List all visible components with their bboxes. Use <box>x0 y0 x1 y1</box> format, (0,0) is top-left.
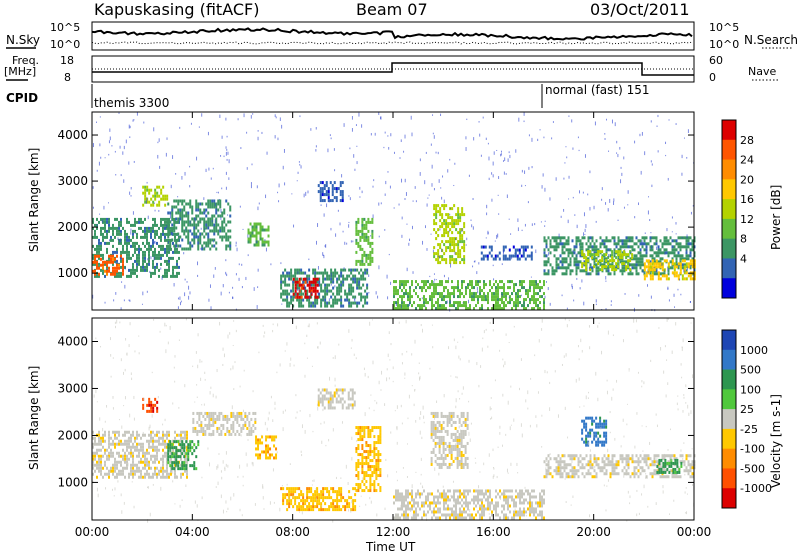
colorbar-tick-label: 1000 <box>740 344 768 357</box>
power-panel-region <box>355 217 374 266</box>
colorbar-swatch <box>722 409 736 430</box>
colorbar-tick-label: 12 <box>740 213 754 226</box>
colorbar-tick-label: -1000 <box>740 482 772 495</box>
power-panel-region <box>433 204 466 265</box>
colorbar-swatch <box>722 428 736 450</box>
colorbar-swatch <box>722 369 736 390</box>
power-panel-region <box>581 250 634 272</box>
nsearch-trace <box>91 41 693 45</box>
colorbar-tick-label: 25 <box>740 403 754 416</box>
freq-unit-label: [MHz] <box>4 65 37 78</box>
colorbar-swatch <box>722 139 736 161</box>
beam-label: Beam 07 <box>356 0 428 19</box>
colorbar-tick-label: 500 <box>740 364 761 377</box>
xtick-label: 20:00 <box>576 525 611 539</box>
colorbar-swatch <box>722 488 736 509</box>
colorbar-tick-label: 8 <box>740 233 747 246</box>
nave-tick-high: 60 <box>709 54 723 67</box>
xaxis-label: Time UT <box>366 540 416 554</box>
ytick-label: 1000 <box>57 475 88 489</box>
ytick-label: 2000 <box>57 220 88 234</box>
colorbar-swatch <box>722 179 736 200</box>
freq-tick-high: 18 <box>60 54 74 67</box>
noise-tick-high: 10^5 <box>50 21 81 34</box>
xtick-label: 04:00 <box>175 525 210 539</box>
ytick-label: 1000 <box>57 266 88 280</box>
xtick-label: 00:00 <box>75 525 110 539</box>
ytick-label: 4000 <box>57 128 88 142</box>
velocity-panel-region <box>317 388 356 410</box>
velocity-panel-frame <box>91 317 695 521</box>
nsky-label: N.Sky <box>6 33 41 47</box>
date-label: 03/Oct/2011 <box>590 0 690 19</box>
velocity-panel-region <box>167 440 200 471</box>
colorbar-frame <box>721 329 737 509</box>
colorbar-swatch <box>722 199 736 220</box>
colorbar-tick-label: 4 <box>740 252 747 265</box>
velocity-panel-region <box>355 426 382 493</box>
colorbar-swatch <box>722 389 736 410</box>
colorbar-swatch <box>722 218 736 240</box>
velocity-panel-region <box>581 416 608 447</box>
power-panel-region <box>643 259 696 281</box>
freq-tick-low: 8 <box>64 71 71 84</box>
noise-panel-frame <box>91 21 695 51</box>
xtick-label: 12:00 <box>376 525 411 539</box>
power-panel-region <box>292 277 319 299</box>
colorbar-tick-label: 24 <box>740 154 754 167</box>
colorbar-swatch <box>722 120 736 141</box>
colorbar-swatch <box>722 349 736 371</box>
cpid-themis: themis 3300 <box>94 96 170 110</box>
noise-tick-low-right: 10^0 <box>709 38 740 51</box>
colorbar-swatch <box>722 330 736 351</box>
cpid-normal: normal (fast) 151 <box>545 83 650 97</box>
ytick-label: 2000 <box>57 428 88 442</box>
power-panel-region <box>167 199 232 251</box>
power-panel-region <box>247 222 270 247</box>
velocity-panel-region <box>543 454 696 479</box>
freq-label: Freq. <box>12 54 40 67</box>
nave-tick-low: 0 <box>709 71 716 84</box>
power-panel-region <box>480 245 533 261</box>
power-panel-region <box>317 181 344 203</box>
colorbar-tick-label: 100 <box>740 383 761 396</box>
noise-tick-low: 10^0 <box>50 38 81 51</box>
velocity-panel-region <box>142 397 159 413</box>
colorbar-swatch <box>722 278 736 299</box>
xtick-label: 08:00 <box>275 525 310 539</box>
colorbar-tick-label: -25 <box>740 423 758 436</box>
cpid-label: CPID <box>6 91 39 105</box>
velocity-panel-region <box>280 487 357 512</box>
velocity-panel-region <box>656 458 683 474</box>
colorbar-swatch <box>722 448 736 469</box>
colorbar-frame <box>721 119 737 299</box>
colorbar-swatch <box>722 468 736 489</box>
nave-label: Nave <box>748 65 777 78</box>
power-panel-speckle <box>92 112 695 312</box>
colorbar-swatch <box>722 258 736 279</box>
xtick-label: 00:00 <box>677 525 712 539</box>
power-panel-region <box>92 254 124 276</box>
power-panel-region <box>393 280 545 311</box>
ytick-label: 4000 <box>57 334 88 348</box>
colorbar-tick-label: -500 <box>740 462 765 475</box>
ytick-label: 3000 <box>57 174 88 188</box>
velocity-panel-region <box>192 411 257 436</box>
velocity-panel-region <box>430 411 469 469</box>
colorbar-tick-label: 28 <box>740 134 754 147</box>
freq-trace <box>92 62 694 76</box>
colorbar-tick-label: -100 <box>740 443 765 456</box>
noise-tick-high-right: 10^5 <box>709 21 740 34</box>
colorbar-tick-label: 20 <box>740 173 754 186</box>
colorbar-swatch <box>722 238 736 259</box>
ytick-label: 3000 <box>57 381 88 395</box>
colorbar-tick-label: 16 <box>740 193 754 206</box>
velocity-panel-region <box>255 435 278 460</box>
xtick-label: 16:00 <box>476 525 511 539</box>
nsky-trace <box>91 27 693 41</box>
chart-title: Kapuskasing (fitACF) <box>94 0 260 19</box>
colorbar-swatch <box>722 159 736 180</box>
nsearch-label: N.Search <box>744 33 799 47</box>
